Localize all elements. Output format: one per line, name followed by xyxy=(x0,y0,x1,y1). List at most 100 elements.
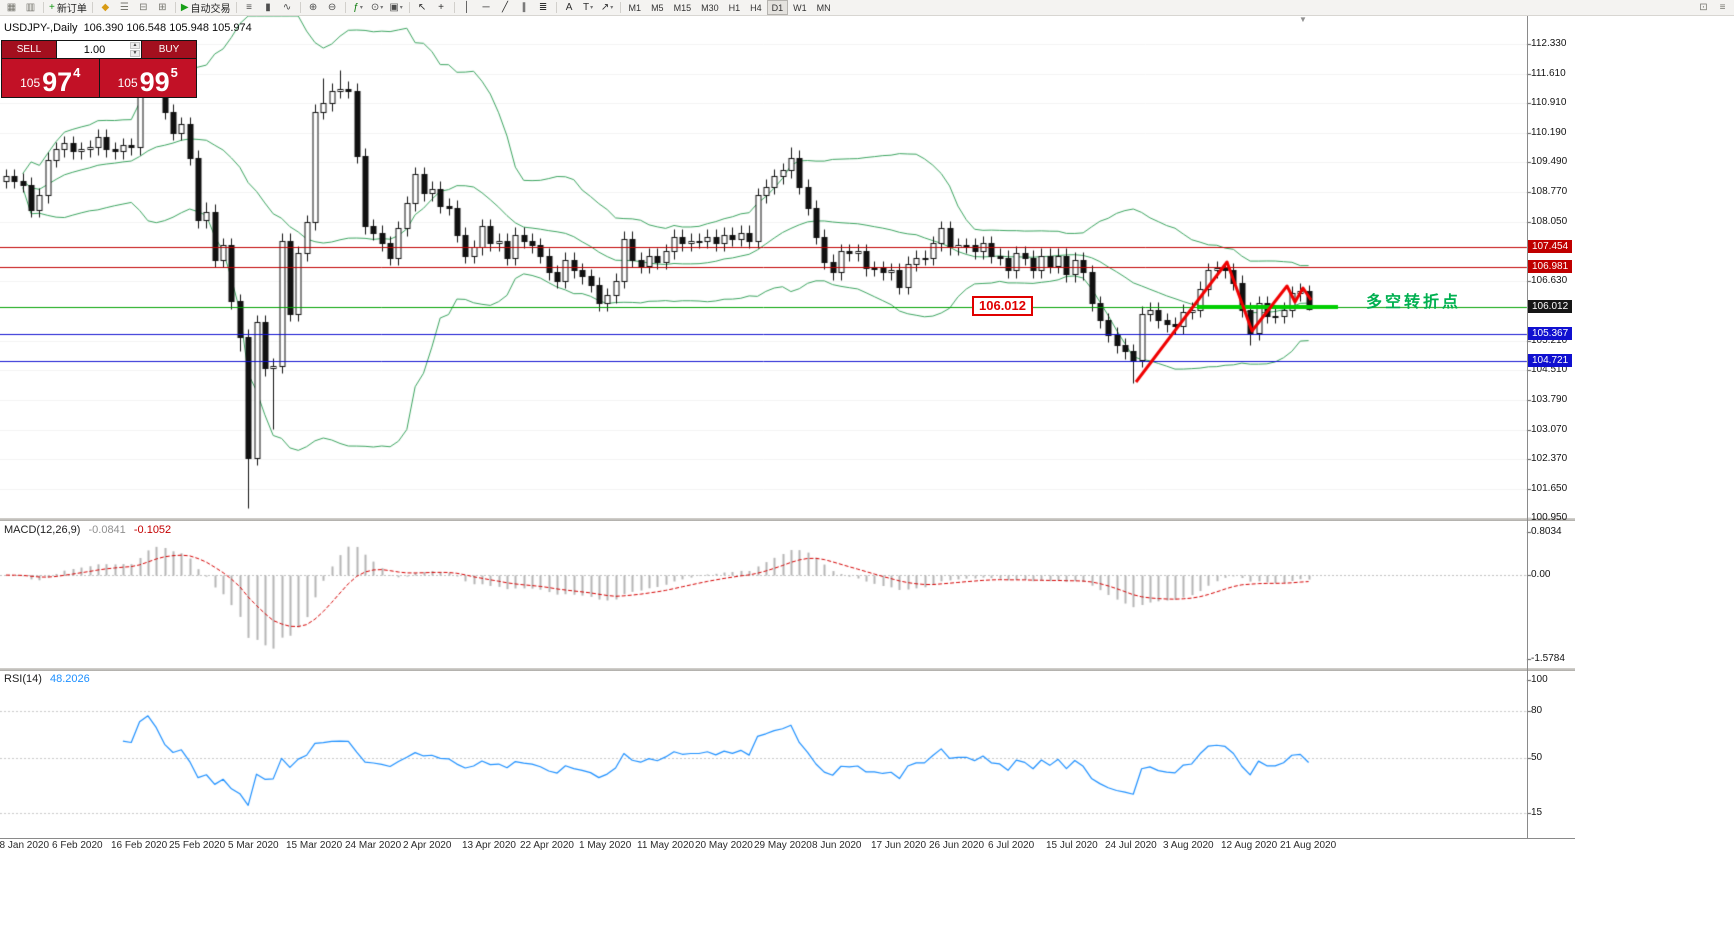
tf-m1-button[interactable]: M1 xyxy=(628,2,642,13)
tf-h1-button[interactable]: H1 xyxy=(728,2,741,13)
arrows-button[interactable]: ↗ ▾ xyxy=(598,1,617,15)
toolbar-separator xyxy=(235,2,237,13)
price-axis-tick: 106.630 xyxy=(1531,275,1568,286)
new-order-button[interactable]: + 新订单 xyxy=(47,1,89,15)
date-axis-label: 20 May 2020 xyxy=(695,840,753,851)
date-axis-label: 25 Feb 2020 xyxy=(169,840,226,851)
zoom-out-icon[interactable]: ⊖ xyxy=(323,1,342,15)
tf-m15-button[interactable]: M15 xyxy=(673,2,692,13)
trendline-icon[interactable]: ╱ xyxy=(496,1,515,15)
bar-chart-icon: ≡ xyxy=(246,1,252,13)
fibonacci-icon[interactable]: ≣ xyxy=(534,1,553,15)
price-axis-tick: 108.050 xyxy=(1531,216,1568,227)
templates-button[interactable]: ▣ ▾ xyxy=(387,1,406,15)
market-watch-icon: ☰ xyxy=(119,1,129,13)
bid-figure: 105 xyxy=(20,76,41,90)
toolbar: ▦ ▥ + 新订单 ◆ ☰ ⊟ ⊞ ▶ 自动交易 ≡ ▮ ∿ ⊕ ⊖ ƒ ▾ ⊙ ▾ ▣ ▾ ↖ + │ ─ ╱ ∥ ≣ A T ▾ ↗ ▾ M1… xyxy=(0,0,1734,16)
periods-button[interactable]: ⊙ ▾ xyxy=(368,1,387,15)
new-order-button: + xyxy=(49,1,55,13)
metaeditor-icon[interactable]: ◆ xyxy=(96,1,115,15)
profiles-icon[interactable]: ▥ xyxy=(21,1,40,15)
metaeditor-icon: ◆ xyxy=(101,1,110,13)
tf-mn-button[interactable]: MN xyxy=(816,2,831,13)
macd-axis-tick: -1.5784 xyxy=(1531,653,1565,664)
one-click-trading-panel: SELL ▲ ▼ BUY 105 97 4 105 99 5 xyxy=(1,40,197,98)
date-axis-label: 15 Jul 2020 xyxy=(1046,840,1098,851)
dropdown-arrow-icon: ▾ xyxy=(610,5,614,11)
price-axis-tick: 101.650 xyxy=(1531,483,1568,494)
sell-price-button[interactable]: 105 97 4 xyxy=(2,59,99,97)
ask-figure: 105 xyxy=(117,76,138,90)
macd-indicator-label: MACD(12,26,9) -0.0841 -0.1052 xyxy=(4,524,171,536)
price-level-tag[interactable]: 106.012 xyxy=(972,296,1033,316)
macd-axis-tick: 0.8034 xyxy=(1531,526,1562,537)
tf-w1-button[interactable]: W1 xyxy=(793,2,807,13)
text-icon[interactable]: A xyxy=(560,1,579,15)
price-axis-tick: 109.490 xyxy=(1531,156,1568,167)
date-axis-label: 26 Jun 2020 xyxy=(929,840,985,851)
date-axis-label: 24 Mar 2020 xyxy=(345,840,402,851)
text-label-button[interactable]: T ▾ xyxy=(579,1,598,15)
price-axis-tick: 103.070 xyxy=(1531,424,1568,435)
navigator-icon[interactable]: ⊟ xyxy=(134,1,153,15)
rsi-axis-tick: 15 xyxy=(1531,807,1543,818)
channel-icon: ∥ xyxy=(521,1,527,13)
buy-button[interactable]: BUY xyxy=(142,41,196,58)
channel-icon[interactable]: ∥ xyxy=(515,1,534,15)
macd-main-value: -0.0841 xyxy=(88,524,126,536)
candlestick-chart-icon[interactable]: ▮ xyxy=(259,1,278,15)
line-chart-icon[interactable]: ∿ xyxy=(278,1,297,15)
auto-trading-button: ▶ xyxy=(180,1,189,13)
new-order-button-label: 新订单 xyxy=(56,4,87,15)
market-watch-icon[interactable]: ☰ xyxy=(115,1,134,15)
toolbar-separator xyxy=(91,2,93,13)
periods-button: ⊙ xyxy=(370,1,380,13)
volume-up-button[interactable]: ▲ xyxy=(130,42,140,49)
new-chart-icon[interactable]: ▦ xyxy=(2,1,21,15)
dropdown-arrow-icon: ▾ xyxy=(359,5,363,11)
new-chart-icon: ▦ xyxy=(6,1,17,13)
indicators-button[interactable]: ƒ ▾ xyxy=(349,1,368,15)
zoom-in-icon[interactable]: ⊕ xyxy=(304,1,323,15)
toolbar-separator xyxy=(344,2,346,13)
crosshair-icon[interactable]: + xyxy=(432,1,451,15)
price-axis-badge: 106.012 xyxy=(1528,300,1573,313)
macd-panel-separator[interactable] xyxy=(0,518,1575,521)
price-axis-badge: 104.721 xyxy=(1528,354,1573,367)
fibonacci-icon: ≣ xyxy=(538,1,548,13)
cursor-icon[interactable]: ↖ xyxy=(413,1,432,15)
tf-h4-button[interactable]: H4 xyxy=(750,2,762,13)
date-axis-label: 29 May 2020 xyxy=(754,840,812,851)
volume-input[interactable] xyxy=(57,41,141,58)
chart-quote-line: USDJPY-,Daily 106.390 106.548 105.948 105… xyxy=(4,22,252,34)
window-list-icon[interactable]: ≡ xyxy=(1713,1,1732,15)
bar-chart-icon[interactable]: ≡ xyxy=(240,1,259,15)
date-axis-label: 3 Aug 2020 xyxy=(1163,840,1214,851)
dock-chart-icon[interactable]: ⊡ xyxy=(1694,1,1713,15)
candlestick-chart-icon: ▮ xyxy=(265,1,271,13)
rsi-panel-separator[interactable] xyxy=(0,668,1575,671)
price-axis-border xyxy=(1527,16,1528,838)
price-axis-tick: 111.610 xyxy=(1531,68,1566,79)
price-axis-tick: 103.790 xyxy=(1531,394,1568,405)
navigator-icon: ⊟ xyxy=(139,1,148,13)
window-list-icon: ≡ xyxy=(1719,1,1726,13)
sell-button[interactable]: SELL xyxy=(2,41,56,58)
buy-price-button[interactable]: 105 99 5 xyxy=(99,59,196,97)
cursor-icon: ↖ xyxy=(417,1,427,13)
date-axis-label: 24 Jul 2020 xyxy=(1105,840,1157,851)
tf-m30-button[interactable]: M30 xyxy=(701,2,719,13)
dropdown-arrow-icon: ▾ xyxy=(399,5,403,11)
date-axis-label: 21 Aug 2020 xyxy=(1280,840,1337,851)
volume-down-button[interactable]: ▼ xyxy=(130,50,140,57)
tf-m5-button[interactable]: M5 xyxy=(651,2,664,13)
symbol-title: USDJPY-,Daily xyxy=(4,22,78,34)
auto-trading-button[interactable]: ▶ 自动交易 xyxy=(179,1,233,15)
terminal-icon[interactable]: ⊞ xyxy=(153,1,172,15)
tf-d1-button[interactable]: D1 xyxy=(766,0,789,15)
date-axis-label: 28 Jan 2020 xyxy=(0,840,50,851)
vertical-line-icon[interactable]: │ xyxy=(458,1,477,15)
horizontal-line-icon[interactable]: ─ xyxy=(477,1,496,15)
date-axis-label: 11 May 2020 xyxy=(637,840,695,851)
